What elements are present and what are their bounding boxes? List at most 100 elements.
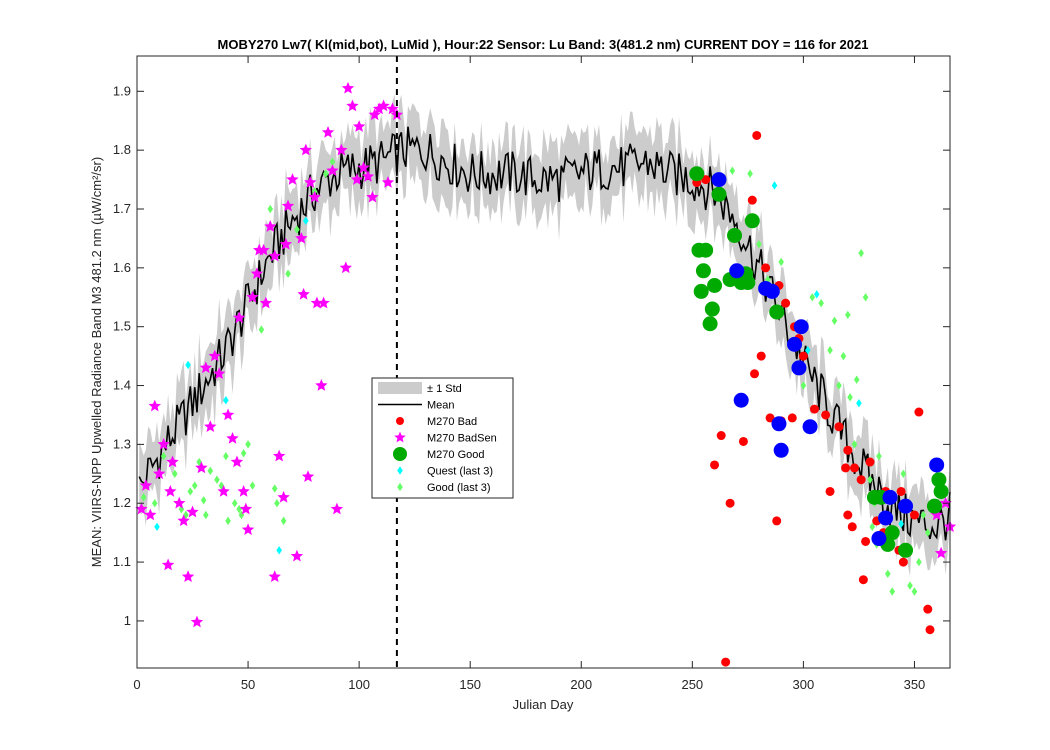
good-last3-point (249, 481, 256, 490)
badsen-point (157, 437, 170, 450)
good-point (693, 283, 709, 299)
quest-point (303, 216, 309, 225)
bad-point (856, 475, 866, 485)
legend-label: M270 Bad (427, 416, 477, 428)
bad-point (896, 486, 906, 496)
bad-point (765, 413, 775, 423)
good-last3-point (191, 481, 198, 490)
badsen-point (299, 143, 312, 156)
good-point (926, 498, 942, 514)
badsen-point (939, 496, 952, 509)
y-axis-label: MEAN: VIIRS-NPP Upwelled Radiance Band M… (89, 157, 104, 567)
badsen-point (233, 311, 246, 324)
legend-quest-swatch (397, 466, 403, 475)
badsen-point (290, 549, 304, 562)
good-point (744, 213, 760, 229)
y-tick-label: 1.3 (113, 436, 131, 451)
good-last3-point (876, 451, 882, 461)
good-last3-point (214, 475, 220, 484)
badsen-point (315, 379, 328, 391)
quest-point (223, 396, 229, 405)
y-tick-label: 1.7 (113, 201, 131, 216)
x-tick-label: 0 (133, 677, 140, 692)
badsen-point (153, 467, 166, 480)
badsen-point (352, 120, 366, 132)
legend: ± 1 Std Mean M270 Bad M270 BadSen M270 Good Q… (371, 377, 514, 499)
badsen-point (221, 408, 235, 421)
good-point (702, 316, 718, 332)
quest-point (898, 519, 904, 529)
badsen-point (277, 490, 290, 503)
badsen-point (190, 615, 204, 628)
badsen-point (930, 508, 943, 521)
good-last3-point (924, 528, 931, 537)
good-last3-point (223, 451, 229, 461)
legend-label: Quest (last 3) (427, 466, 493, 478)
good-last3-point (862, 293, 869, 302)
badsen-point (264, 220, 277, 232)
bad-point (898, 557, 908, 567)
y-tick-label: 1.6 (113, 260, 131, 275)
good-last3-point (827, 346, 833, 355)
blue-point (878, 510, 894, 526)
mean-line (138, 126, 951, 541)
good-point (695, 263, 711, 279)
bad-point (925, 625, 935, 635)
badsen-point (350, 173, 364, 185)
good-point (884, 525, 900, 541)
legend-label: Mean (427, 400, 455, 412)
good-last3-point (231, 499, 238, 508)
good-last3-point (207, 466, 214, 476)
legend-badsen-swatch (394, 431, 406, 443)
legend-good-swatch (393, 447, 407, 461)
good-point (769, 304, 785, 320)
badsen-point (199, 361, 213, 374)
badsen-point (217, 484, 230, 497)
badsen-point (177, 514, 190, 527)
legend-label: ± 1 Std (427, 383, 462, 395)
x-tick-label: 50 (241, 677, 255, 692)
bad-point (772, 516, 782, 526)
bad-point (843, 510, 853, 520)
legend-bad-swatch (396, 417, 404, 425)
blue-point (764, 283, 780, 299)
good-last3-point (853, 375, 860, 384)
good-point (689, 166, 705, 182)
badsen-point (317, 296, 330, 309)
good-last3-point (845, 310, 851, 320)
good-last3-point (920, 510, 927, 520)
good-last3-point (196, 457, 202, 467)
x-axis-label: Julian Day (513, 697, 574, 712)
x-tick-label: 100 (348, 677, 370, 692)
badsen-point (357, 161, 370, 174)
bad-point (747, 195, 757, 205)
badsen-point (164, 484, 177, 497)
bad-point (781, 298, 791, 308)
badsen-point (204, 420, 217, 432)
bad-point (843, 445, 853, 455)
bad-point (738, 436, 748, 446)
x-tick-label: 350 (904, 677, 926, 692)
legend-label: M270 Good (427, 449, 484, 461)
bad-point (798, 351, 808, 361)
badsen-point (286, 173, 299, 185)
badsen-point (934, 546, 948, 559)
bad-point (849, 463, 859, 473)
bad-point (761, 263, 771, 273)
axis-ticks: 0 50 100 150 200 250 300 350 1 1.1 1.2 1.3 1.4 1.5 1.6… (113, 56, 950, 692)
badsen-point (308, 190, 321, 203)
legend-std-swatch (378, 382, 422, 394)
bad-point (725, 498, 735, 508)
bad-point (847, 522, 857, 532)
quest-point (154, 522, 160, 531)
bad-point (914, 407, 924, 417)
bad-point (716, 431, 726, 441)
bad-point (865, 457, 875, 467)
good-point (707, 278, 723, 293)
good-last3-point (885, 569, 891, 579)
bad-point (821, 410, 831, 420)
good-last3-point (800, 381, 807, 390)
good-point (933, 483, 949, 499)
good-last3-point (151, 499, 158, 508)
